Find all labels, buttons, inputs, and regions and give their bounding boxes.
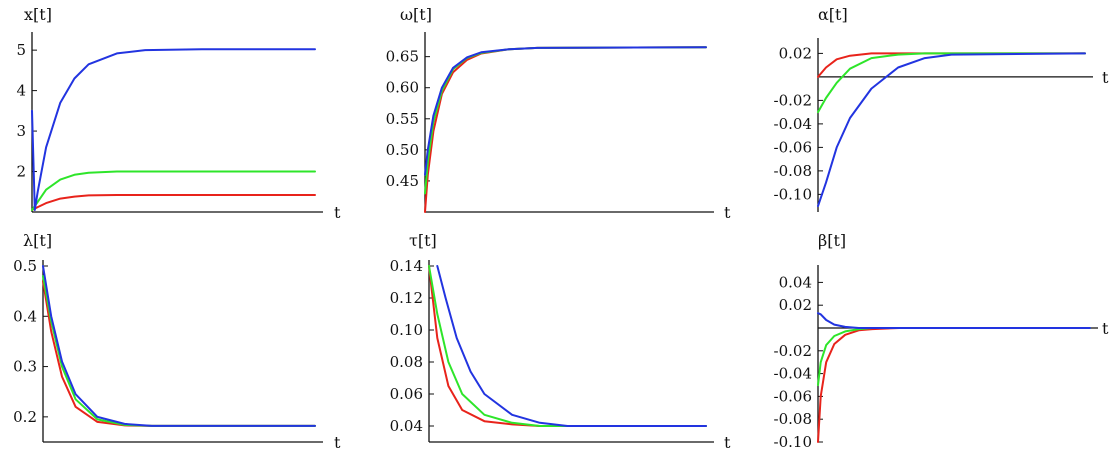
y-tick-label: 0.60 (386, 79, 419, 97)
y-tick-label: 0.06 (390, 385, 423, 403)
y-tick-label: 0.14 (390, 257, 423, 275)
y-tick-label: 0.45 (386, 172, 419, 190)
y-axis-title: λ[t] (23, 231, 52, 250)
x-axis-title: t (1102, 319, 1109, 338)
y-tick-label: -0.08 (774, 410, 812, 428)
y-tick-label: 0.55 (386, 110, 419, 128)
y-tick-label: 2 (16, 163, 26, 181)
chart-panel-3: 0.02 -0.02 -0.04 -0.06 -0.08 -0.10 α[t] t (774, 5, 1109, 212)
x-axis-title: t (1102, 68, 1109, 87)
chart-panel-5: 0.04 0.06 0.08 0.10 0.12 0.14 τ[t] t (390, 231, 731, 451)
y-axis-title: x[t] (24, 5, 52, 24)
x-axis-title: t (724, 433, 731, 451)
y-tick-label: 0.65 (386, 48, 419, 66)
series-line-red (817, 327, 1091, 443)
y-tick-label: 0.04 (390, 417, 423, 435)
y-tick-label: -0.10 (774, 433, 812, 451)
y-tick-label: 0.50 (386, 141, 419, 159)
series-line-blue (42, 265, 316, 427)
y-tick-label: -0.04 (774, 365, 812, 383)
series-line-blue (817, 52, 1086, 208)
x-axis-title: t (724, 203, 731, 222)
y-axis-title: ω[t] (400, 5, 432, 24)
y-tick-label: -0.10 (774, 185, 812, 203)
series-line-red (424, 46, 707, 213)
x-axis-title: t (334, 433, 341, 451)
y-axis-title: α[t] (818, 5, 848, 24)
y-tick-label: 0.4 (13, 307, 37, 325)
y-tick-label: 0.12 (390, 289, 423, 307)
y-tick-label: 4 (16, 82, 26, 100)
chart-panel-6: 0.04 0.02 -0.02 -0.04 -0.06 -0.08 -0.10 β[t] t (774, 231, 1109, 451)
y-tick-label: 0.04 (779, 273, 812, 291)
chart-panel-2: 0.45 0.50 0.55 0.60 0.65 ω[t] t (386, 5, 731, 222)
series-line-green (817, 52, 1086, 114)
series-line-green (428, 265, 707, 427)
y-tick-label: 0.08 (390, 353, 423, 371)
series-line-blue (817, 312, 1091, 329)
series-line-red (31, 194, 316, 211)
y-tick-label: 0.3 (13, 358, 37, 376)
x-axis-title: t (334, 203, 341, 222)
series-line-blue (436, 265, 707, 427)
y-tick-label: -0.02 (774, 342, 812, 360)
y-tick-label: -0.06 (774, 138, 812, 156)
y-tick-label: 3 (16, 122, 26, 140)
y-tick-label: 0.2 (13, 408, 37, 426)
y-tick-label: 0.10 (390, 321, 423, 339)
y-tick-label: 0.02 (779, 296, 812, 314)
chart-panel-4: 0.2 0.3 0.4 0.5 λ[t] t (13, 231, 341, 451)
series-line-red (817, 52, 1086, 78)
y-axis-title: β[t] (818, 231, 846, 250)
y-tick-label: -0.08 (774, 162, 812, 180)
y-tick-label: 0.02 (779, 44, 812, 62)
series-line-green (817, 327, 1091, 386)
series-line-green (424, 46, 707, 195)
y-axis-title: τ[t] (409, 231, 437, 250)
y-tick-label: 0.5 (13, 257, 37, 275)
y-tick-label: -0.04 (774, 115, 812, 133)
y-tick-label: 5 (16, 41, 26, 59)
series-line-blue (31, 48, 316, 211)
y-tick-label: -0.06 (774, 387, 812, 405)
chart-panel-1: 2 3 4 5 x[t] t (16, 5, 341, 222)
series-line-green (31, 170, 316, 211)
series-line-blue (424, 46, 707, 176)
y-tick-label: -0.02 (774, 91, 812, 109)
